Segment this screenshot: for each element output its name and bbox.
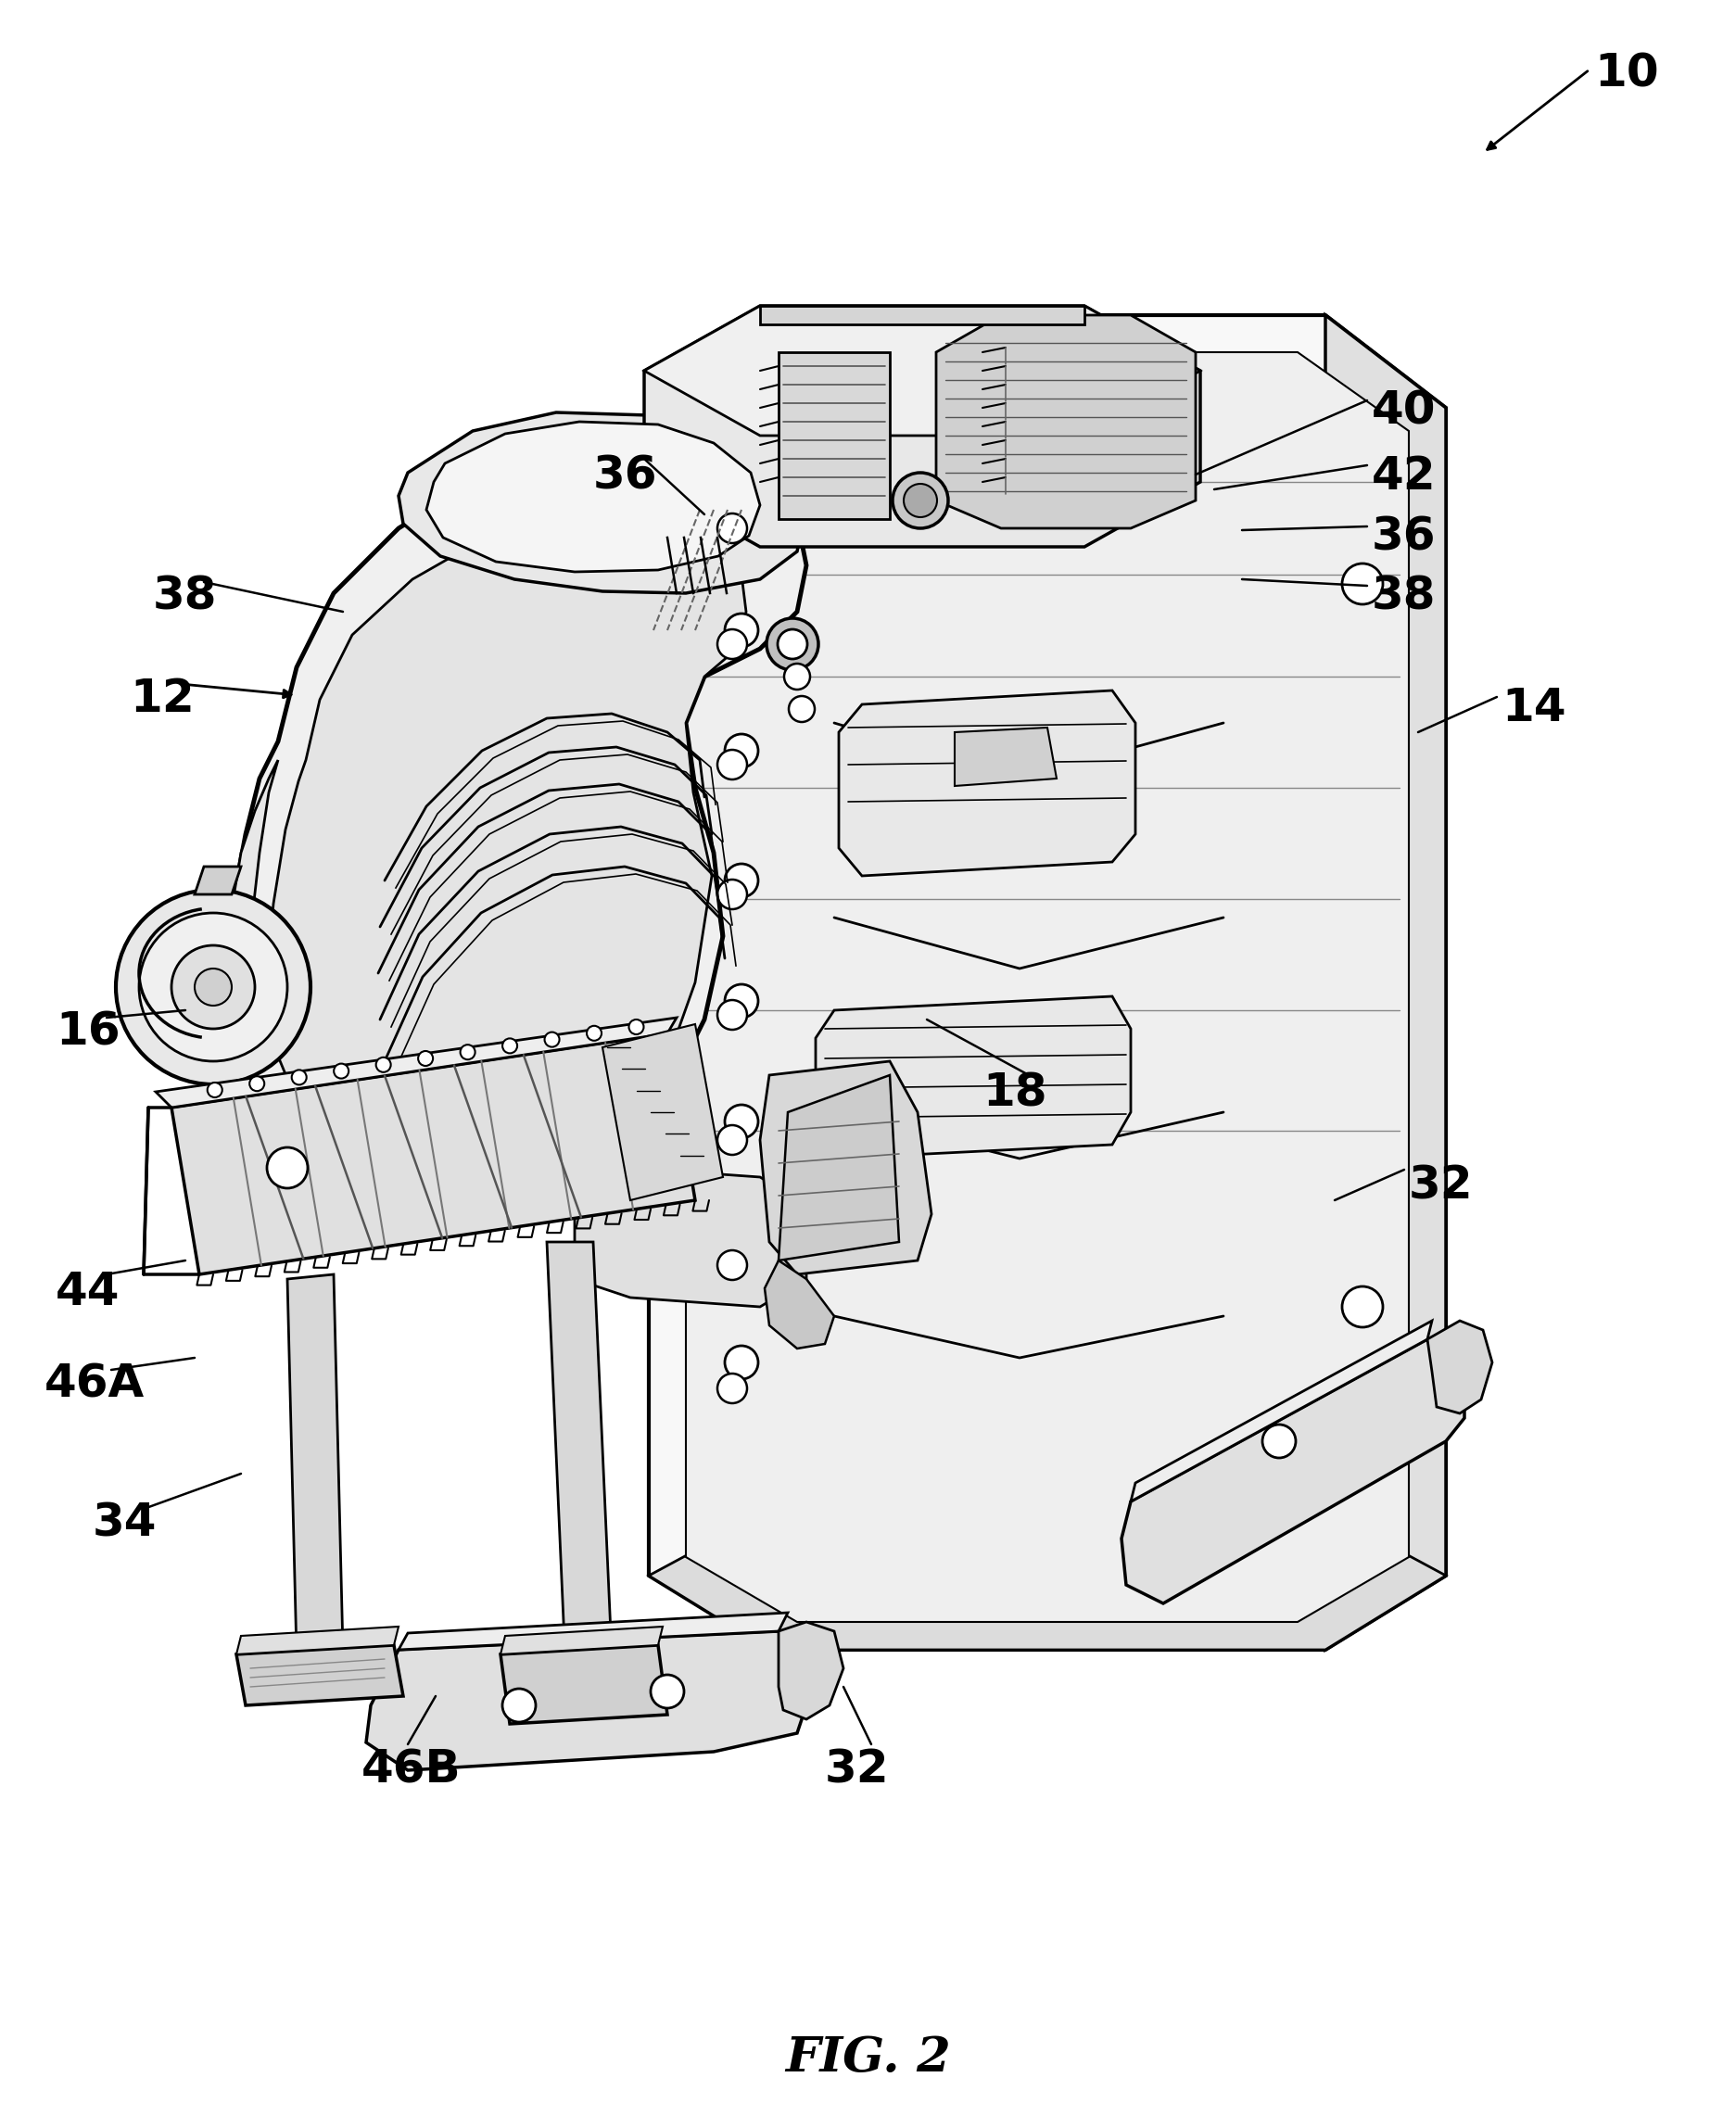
Circle shape <box>460 1045 476 1060</box>
Circle shape <box>502 1690 535 1722</box>
Polygon shape <box>547 1243 611 1664</box>
Text: 38: 38 <box>1371 575 1436 619</box>
Polygon shape <box>227 760 278 1019</box>
Polygon shape <box>1427 1321 1491 1413</box>
Text: 10: 10 <box>1594 51 1658 96</box>
Text: 14: 14 <box>1500 685 1566 730</box>
Polygon shape <box>575 1168 806 1307</box>
Text: 32: 32 <box>825 1747 889 1792</box>
Circle shape <box>724 864 757 898</box>
Circle shape <box>545 1032 559 1047</box>
Text: 44: 44 <box>56 1270 120 1315</box>
Polygon shape <box>649 315 1444 1649</box>
Polygon shape <box>816 996 1130 1158</box>
Text: 32: 32 <box>1408 1164 1472 1209</box>
Polygon shape <box>644 306 1200 547</box>
Circle shape <box>587 1026 601 1041</box>
Polygon shape <box>236 1645 403 1705</box>
Circle shape <box>502 1038 517 1053</box>
Circle shape <box>267 1147 307 1187</box>
Circle shape <box>903 483 936 517</box>
Circle shape <box>1262 1424 1295 1458</box>
Polygon shape <box>778 1622 844 1719</box>
Polygon shape <box>760 306 1083 323</box>
Circle shape <box>724 734 757 768</box>
Text: 12: 12 <box>130 677 194 721</box>
Text: 18: 18 <box>983 1070 1047 1115</box>
Circle shape <box>717 879 746 909</box>
Polygon shape <box>266 528 746 1173</box>
Polygon shape <box>686 353 1408 1622</box>
Circle shape <box>172 945 255 1028</box>
Text: 36: 36 <box>594 453 658 498</box>
Polygon shape <box>398 413 806 594</box>
Circle shape <box>717 749 746 779</box>
Circle shape <box>778 630 807 660</box>
Polygon shape <box>172 1034 694 1275</box>
Polygon shape <box>778 353 889 519</box>
Circle shape <box>292 1070 306 1085</box>
Text: 46A: 46A <box>45 1362 144 1407</box>
Circle shape <box>375 1058 391 1073</box>
Circle shape <box>1342 1287 1382 1328</box>
Polygon shape <box>156 1017 677 1107</box>
Circle shape <box>333 1064 349 1079</box>
Circle shape <box>207 1083 222 1098</box>
Polygon shape <box>644 306 1200 436</box>
Polygon shape <box>936 315 1194 528</box>
Circle shape <box>418 1051 432 1066</box>
Text: 16: 16 <box>56 1011 120 1055</box>
Text: 46B: 46B <box>361 1747 462 1792</box>
Circle shape <box>717 1126 746 1156</box>
Circle shape <box>724 1104 757 1138</box>
Polygon shape <box>760 1062 930 1275</box>
Polygon shape <box>236 1626 398 1653</box>
Circle shape <box>783 664 809 689</box>
Polygon shape <box>222 468 806 1204</box>
Polygon shape <box>500 1645 667 1724</box>
Circle shape <box>717 1373 746 1402</box>
Circle shape <box>717 1251 746 1279</box>
Polygon shape <box>1130 1321 1430 1502</box>
Polygon shape <box>286 1275 342 1653</box>
Polygon shape <box>500 1626 663 1653</box>
Circle shape <box>628 1019 644 1034</box>
Polygon shape <box>194 866 241 894</box>
Circle shape <box>724 613 757 647</box>
Circle shape <box>250 1077 264 1092</box>
Circle shape <box>1342 564 1382 604</box>
Text: 38: 38 <box>153 575 217 619</box>
Circle shape <box>717 630 746 660</box>
Polygon shape <box>366 1632 806 1770</box>
Circle shape <box>724 502 757 536</box>
Polygon shape <box>1121 1339 1463 1602</box>
Polygon shape <box>398 1613 788 1649</box>
Text: 40: 40 <box>1371 389 1436 434</box>
Text: FIG. 2: FIG. 2 <box>785 2034 951 2081</box>
Polygon shape <box>778 1075 899 1260</box>
Text: 36: 36 <box>1371 515 1436 560</box>
Circle shape <box>788 696 814 721</box>
Polygon shape <box>425 421 760 572</box>
Text: 34: 34 <box>92 1502 156 1545</box>
Polygon shape <box>1325 315 1444 1649</box>
Circle shape <box>724 1345 757 1379</box>
Circle shape <box>717 1000 746 1030</box>
Polygon shape <box>838 689 1135 877</box>
Polygon shape <box>955 728 1055 785</box>
Polygon shape <box>764 1260 833 1349</box>
Circle shape <box>194 968 231 1007</box>
Circle shape <box>717 513 746 543</box>
Polygon shape <box>602 1024 722 1200</box>
Circle shape <box>651 1675 684 1709</box>
Circle shape <box>766 619 818 670</box>
Circle shape <box>724 985 757 1017</box>
Circle shape <box>724 1226 757 1258</box>
Polygon shape <box>649 1511 1444 1649</box>
Text: 42: 42 <box>1371 453 1436 498</box>
Circle shape <box>892 472 948 528</box>
Circle shape <box>139 913 286 1062</box>
Circle shape <box>116 890 311 1085</box>
